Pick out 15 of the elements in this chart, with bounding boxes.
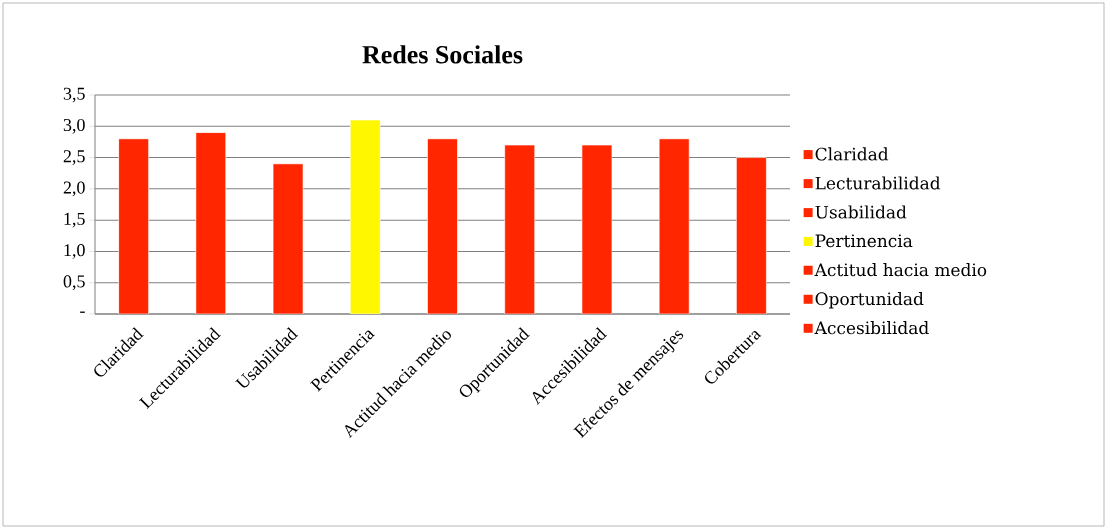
y-tick-label: 1,5 [64,212,85,228]
y-tick-label: 1,0 [64,244,85,259]
legend-label: Lecturabilidad [815,176,941,190]
chart-title: Redes Sociales [362,45,523,64]
y-tick-label: - [80,311,85,313]
y-tick-label: 3,5 [63,87,85,103]
y-tick-label: 2,5 [63,150,85,165]
legend-label: Oportunidad [815,292,924,309]
legend-label: Pertinencia [815,234,913,248]
y-tick-label: 2,0 [63,181,85,197]
legend-label: Usabilidad [815,205,907,219]
legend-label: Claridad [815,147,889,161]
y-tick-label: 0,5 [63,275,85,291]
y-tick-label: 3,0 [63,118,85,134]
legend-label: Actitud hacia medio [814,263,987,277]
